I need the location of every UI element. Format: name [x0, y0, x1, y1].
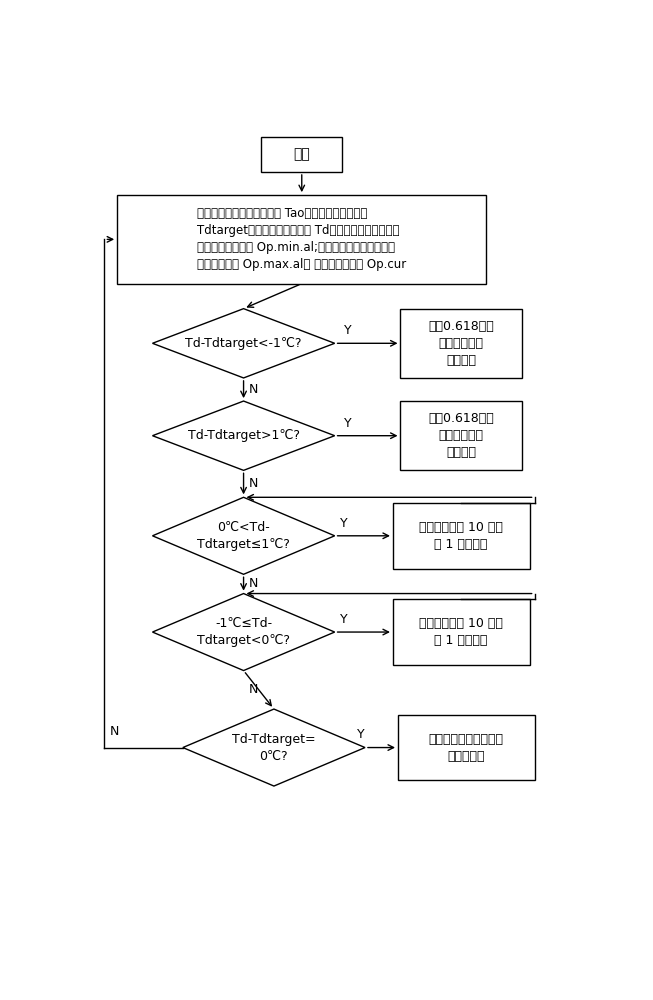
Text: Td-Tdtarget<-1℃?: Td-Tdtarget<-1℃?	[185, 337, 302, 350]
Text: 0℃<Td-
Tdtarget≤1℃?: 0℃<Td- Tdtarget≤1℃?	[197, 521, 290, 551]
Text: Td-Tdtarget>1℃?: Td-Tdtarget>1℃?	[187, 429, 300, 442]
Text: N: N	[249, 383, 258, 396]
Bar	[393, 503, 530, 569]
Text: N: N	[249, 477, 258, 490]
Text: 电子膨胀鄀不动作（停
止鄀调节）: 电子膨胀鄀不动作（停 止鄀调节）	[429, 733, 503, 763]
Text: 开始: 开始	[293, 148, 310, 162]
Bar	[400, 309, 522, 378]
Polygon shape	[153, 309, 335, 378]
Polygon shape	[183, 709, 365, 786]
Bar	[117, 195, 486, 284]
Text: N: N	[249, 683, 258, 696]
Text: 电子膨胀鄀每 10 秒开
鄀 1 脉冲角度: 电子膨胀鄀每 10 秒开 鄀 1 脉冲角度	[419, 521, 503, 551]
Bar	[400, 401, 522, 470]
Text: Y: Y	[343, 324, 351, 337]
Bar	[398, 715, 535, 780]
Polygon shape	[153, 401, 335, 470]
Text: -1℃≤Td-
Tdtarget<0℃?: -1℃≤Td- Tdtarget<0℃?	[197, 617, 290, 647]
Text: Td-Tdtarget=
0℃?: Td-Tdtarget= 0℃?	[232, 733, 316, 763]
Bar	[393, 599, 530, 665]
Text: 读取当前检测到的环境温度 Tao，确定目标排气温度
Tdtarget；读取当前排气温度 Td；读取当前环境温度范
围内的最小阀开度 Op.min.al;读取当前: 读取当前检测到的环境温度 Tao，确定目标排气温度 Tdtarget；读取当前排…	[197, 207, 406, 271]
Text: 电子膨胀鄀每 10 秒关
鄀 1 脉冲角度: 电子膨胀鄀每 10 秒关 鄀 1 脉冲角度	[419, 617, 503, 647]
Text: Y: Y	[340, 613, 347, 626]
Text: Y: Y	[343, 417, 351, 430]
Text: N: N	[249, 577, 258, 590]
Text: 采用0.618控制
法控制电子膨
胀鄀关鄀: 采用0.618控制 法控制电子膨 胀鄀关鄀	[428, 320, 494, 367]
Text: Y: Y	[357, 728, 365, 741]
Text: Y: Y	[340, 517, 347, 530]
Text: 采用0.618控制
法控制电子膨
胀鄀开鄀: 采用0.618控制 法控制电子膨 胀鄀开鄀	[428, 412, 494, 459]
Polygon shape	[153, 594, 335, 671]
Polygon shape	[153, 497, 335, 574]
Text: N: N	[110, 725, 119, 738]
Bar	[261, 137, 342, 172]
